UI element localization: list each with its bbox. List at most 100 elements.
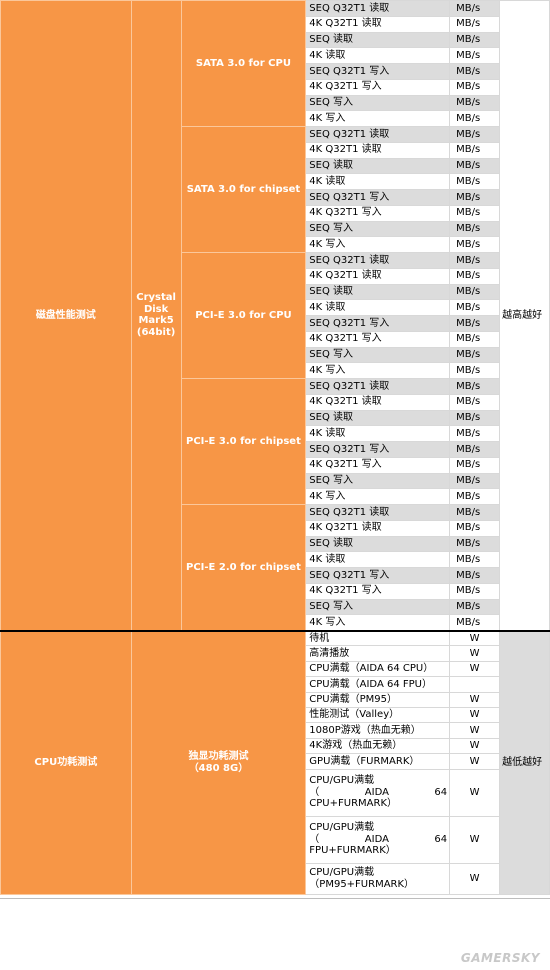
item-label: 性能测试（Valley） xyxy=(305,706,451,724)
tool-line: (64bit) xyxy=(136,326,176,338)
item-label-multiline: CPU/GPU满载 （PM95+FURMARK） xyxy=(305,862,451,895)
power-row: 1080P游戏（热血无赖） W xyxy=(1,722,550,739)
unit-cell: MB/s xyxy=(449,47,501,64)
item-label: SEQ Q32T1 读取 xyxy=(305,378,451,395)
item-label: GPU满载（FURMARK） xyxy=(305,753,451,770)
item-line: （PM95+FURMARK） xyxy=(309,878,415,890)
item-label: 4K Q32T1 写入 xyxy=(305,582,451,600)
item-label: SEQ Q32T1 写入 xyxy=(305,441,451,458)
item-label-multiline: CPU/GPU满载（ AIDA 64 FPU+FURMARK） xyxy=(305,815,451,864)
disk-row: 4K 读取 MB/s xyxy=(1,425,550,442)
disk-group-label: SATA 3.0 for CPU xyxy=(181,0,307,127)
unit-cell: MB/s xyxy=(449,519,501,537)
disk-row: SEQ Q32T1 写入 MB/s xyxy=(1,189,550,206)
disk-row: SEQ 读取 MB/s xyxy=(1,157,550,175)
unit-cell: MB/s xyxy=(449,330,501,348)
disk-row: SEQ 写入 MB/s xyxy=(1,94,550,112)
item-word: 64 xyxy=(434,833,448,845)
item-label: SEQ 写入 xyxy=(305,598,451,616)
tool-line: Crystal xyxy=(136,292,176,304)
item-word: （ xyxy=(309,833,320,845)
unit-cell: W xyxy=(449,862,501,895)
benchmark-table: 磁盘性能测试 Crystal Disk Mark5 (64bit) SATA 3.0 fo… xyxy=(0,0,550,895)
unit-cell: MB/s xyxy=(449,110,501,127)
bottom-rule xyxy=(0,898,550,899)
disk-group-label: SATA 3.0 for chipset xyxy=(181,126,307,253)
unit-cell: MB/s xyxy=(449,15,501,33)
unit-cell: MB/s xyxy=(449,157,501,175)
unit-cell: W xyxy=(449,706,501,724)
disk-row: SEQ 写入 MB/s xyxy=(1,220,550,238)
item-word: AIDA xyxy=(364,833,389,845)
item-label: 4K 读取 xyxy=(305,551,451,568)
disk-verdict: 越高越好 xyxy=(499,0,550,631)
item-label: 4K 写入 xyxy=(305,362,451,379)
item-label: 4K 读取 xyxy=(305,425,451,442)
tool-line: （480 8G） xyxy=(188,762,249,774)
unit-cell: W xyxy=(449,691,501,708)
item-label: 4K 写入 xyxy=(305,614,451,631)
item-label: SEQ Q32T1 读取 xyxy=(305,252,451,269)
disk-row: 4K 写入 MB/s xyxy=(1,110,550,127)
unit-cell: MB/s xyxy=(449,346,501,364)
disk-row: SEQ 写入 MB/s xyxy=(1,598,550,616)
unit-cell: MB/s xyxy=(449,362,501,379)
unit-cell: MB/s xyxy=(449,189,501,206)
item-label: 4K Q32T1 读取 xyxy=(305,267,451,285)
power-section-label: CPU功耗测试 xyxy=(0,629,132,895)
unit-cell: MB/s xyxy=(449,141,501,159)
disk-row: SEQ 读取 MB/s xyxy=(1,535,550,553)
unit-cell: MB/s xyxy=(449,0,501,17)
item-label: 待机 xyxy=(305,629,451,647)
unit-cell: MB/s xyxy=(449,425,501,442)
item-word: （ xyxy=(309,786,320,798)
item-label: 4K Q32T1 读取 xyxy=(305,141,451,159)
item-label: SEQ 写入 xyxy=(305,220,451,238)
item-label: 4K Q32T1 写入 xyxy=(305,456,451,474)
item-label: SEQ Q32T1 写入 xyxy=(305,567,451,584)
unit-cell: MB/s xyxy=(449,393,501,411)
item-label: 高清播放 xyxy=(305,645,451,662)
item-label: SEQ 读取 xyxy=(305,409,451,427)
item-label: SEQ Q32T1 写入 xyxy=(305,315,451,332)
unit-cell: MB/s xyxy=(449,551,501,568)
item-label: 4K Q32T1 读取 xyxy=(305,393,451,411)
unit-cell: MB/s xyxy=(449,283,501,301)
disk-row: PCI-E 3.0 for chipset SEQ Q32T1 读取 MB/s xyxy=(1,378,550,505)
unit-cell: W xyxy=(449,753,501,770)
item-line: CPU/GPU满载 xyxy=(309,822,375,834)
disk-tool-label: Crystal Disk Mark5 (64bit) xyxy=(131,0,182,631)
item-label: SEQ Q32T1 读取 xyxy=(305,504,451,521)
power-tool-label: 独显功耗测试 （480 8G） xyxy=(131,629,307,895)
unit-cell: MB/s xyxy=(449,315,501,332)
disk-row: SEQ Q32T1 写入 MB/s xyxy=(1,315,550,332)
unit-cell: MB/s xyxy=(449,173,501,190)
disk-row: SEQ Q32T1 写入 MB/s xyxy=(1,567,550,584)
item-label: 4K 写入 xyxy=(305,236,451,253)
item-label: SEQ 读取 xyxy=(305,535,451,553)
unit-cell: W xyxy=(449,768,501,817)
disk-row: 4K Q32T1 读取 MB/s xyxy=(1,267,550,285)
item-line: CPU/GPU满载 xyxy=(309,867,375,879)
power-row: CPU/GPU满载（ AIDA 64 CPU+FURMARK） W xyxy=(1,768,550,817)
unit-cell: MB/s xyxy=(449,236,501,253)
disk-row: SEQ 读取 MB/s xyxy=(1,409,550,427)
item-line-spaced: （ AIDA 64 xyxy=(309,834,449,846)
unit-cell: MB/s xyxy=(449,31,501,49)
disk-group-label: PCI-E 2.0 for chipset xyxy=(181,504,307,631)
unit-cell: MB/s xyxy=(449,409,501,427)
power-row: CPU功耗测试 独显功耗测试 （480 8G） 待机 W 越低越好 xyxy=(0,629,550,895)
item-label: SEQ 写入 xyxy=(305,94,451,112)
power-row: 性能测试（Valley） W xyxy=(1,706,550,724)
unit-cell: MB/s xyxy=(449,378,501,395)
disk-row: 磁盘性能测试 Crystal Disk Mark5 (64bit) SATA 3.0 fo… xyxy=(0,0,550,631)
unit-cell: MB/s xyxy=(449,267,501,285)
power-row: CPU满载（PM95） W xyxy=(1,691,550,708)
item-label: SEQ Q32T1 写入 xyxy=(305,63,451,80)
unit-cell: MB/s xyxy=(449,488,501,505)
item-label: 4K Q32T1 读取 xyxy=(305,15,451,33)
item-label: SEQ 写入 xyxy=(305,472,451,490)
item-label: 4K 写入 xyxy=(305,110,451,127)
unit-cell: MB/s xyxy=(449,472,501,490)
item-label: 4K Q32T1 写入 xyxy=(305,78,451,96)
